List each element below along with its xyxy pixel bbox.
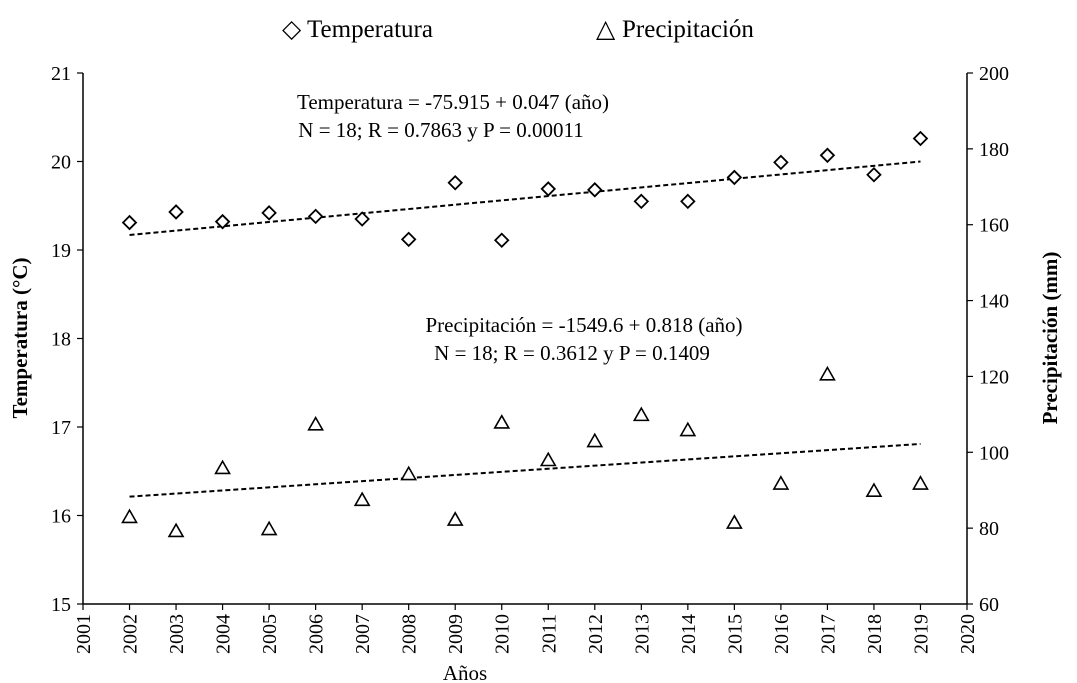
- precipitation-point-2010: [493, 414, 511, 429]
- right-y-tick-label: 160: [979, 215, 1009, 237]
- precipitation-point-2003: [167, 522, 185, 538]
- legend-precipitation-label: Precipitación: [622, 16, 754, 43]
- precipitation-point-2014: [679, 421, 697, 437]
- precipitation-point-2013: [632, 406, 650, 422]
- x-tick-label: 2010: [492, 614, 514, 654]
- left-y-axis-ticks: 15 16 17 18 19 20 21: [51, 63, 83, 616]
- x-tick-label: 2007: [352, 614, 374, 654]
- precipitation-equation: Precipitación = -1549.6 + 0.818 (año): [425, 313, 742, 337]
- right-y-axis-title: Precipitación (mm): [1038, 252, 1062, 425]
- temperature-statistics: N = 18; R = 0.7863 y P = 0.00011: [298, 118, 583, 142]
- right-y-tick-label: 140: [979, 291, 1009, 313]
- left-y-axis-title: Temperatura (°C): [8, 257, 32, 418]
- right-y-axis-ticks: 60 80 100 120 140 160 180 200: [967, 63, 1009, 616]
- temperature-point-2019: [912, 130, 929, 147]
- precipitation-point-2012: [586, 432, 604, 448]
- temperature-point-2002: [121, 214, 138, 231]
- left-y-tick-label: 21: [51, 63, 71, 85]
- x-tick-label: 2018: [864, 614, 886, 654]
- temperature-point-2018: [866, 167, 882, 183]
- temperature-point-2015: [726, 169, 743, 186]
- temperature-point-2014: [680, 193, 696, 210]
- x-tick-label: 2003: [166, 614, 188, 654]
- x-tick-label: 2015: [724, 614, 746, 654]
- x-tick-label: 2006: [306, 614, 328, 654]
- x-tick-label: 2009: [445, 614, 467, 654]
- temperature-point-2012: [587, 182, 603, 198]
- precipitation-point-2016: [772, 475, 790, 490]
- x-tick-label: 2001: [73, 614, 95, 654]
- precipitation-point-2008: [400, 465, 418, 481]
- temperature-point-2006: [307, 208, 324, 225]
- right-y-tick-label: 200: [979, 63, 1009, 85]
- temperature-point-2016: [773, 154, 789, 171]
- left-y-tick-label: 16: [51, 506, 71, 528]
- left-y-tick-label: 18: [51, 329, 71, 351]
- temperature-point-2005: [261, 205, 277, 221]
- legend-precipitation-marker-icon: △: [596, 16, 616, 43]
- left-y-tick-label: 19: [51, 240, 71, 262]
- legend-temperature-label: Temperatura: [307, 16, 433, 43]
- temperature-point-2011: [540, 181, 557, 197]
- right-y-tick-label: 100: [979, 442, 1009, 464]
- x-tick-label: 2013: [631, 614, 653, 654]
- temperature-point-2010: [493, 232, 510, 249]
- temperature-series: [121, 130, 929, 249]
- precipitation-point-2015: [725, 514, 743, 529]
- x-tick-label: 2004: [213, 614, 235, 654]
- x-tick-label: 2012: [585, 614, 607, 654]
- precipitation-statistics: N = 18; R = 0.3612 y P = 0.1409: [434, 341, 710, 365]
- precipitation-trend-line: [129, 442, 921, 498]
- precipitation-point-2017: [819, 365, 836, 381]
- x-tick-label: 2019: [910, 614, 932, 654]
- precipitation-point-2019: [912, 475, 929, 490]
- left-y-tick-label: 15: [51, 594, 71, 616]
- right-y-tick-label: 80: [979, 518, 999, 540]
- right-y-tick-label: 120: [979, 366, 1009, 388]
- x-tick-label: 2011: [538, 614, 560, 653]
- temperature-point-2008: [400, 231, 417, 248]
- x-tick-label: 2016: [771, 614, 793, 654]
- right-y-tick-label: 60: [979, 594, 999, 616]
- temperature-trend-line: [129, 160, 921, 236]
- precipitation-point-2018: [865, 482, 883, 498]
- precipitation-point-2011: [539, 451, 557, 467]
- precipitation-point-2004: [214, 459, 231, 475]
- precipitation-series: [121, 365, 929, 538]
- trend-lines: [129, 160, 921, 498]
- temperature-point-2009: [447, 174, 463, 191]
- left-y-tick-label: 17: [51, 417, 71, 439]
- x-tick-label: 2002: [120, 614, 142, 654]
- legend-temperature-marker-icon: ◇: [282, 16, 302, 43]
- precipitation-point-2007: [353, 491, 371, 507]
- temperature-equation: Temperatura = -75.915 + 0.047 (año): [297, 90, 609, 114]
- precipitation-point-2009: [446, 511, 464, 526]
- x-tick-label: 2017: [817, 614, 839, 654]
- precipitation-point-2002: [121, 508, 138, 524]
- x-axis-title: Años: [443, 661, 487, 683]
- right-y-tick-label: 180: [979, 139, 1009, 161]
- x-tick-label: 2008: [399, 614, 421, 654]
- temperature-point-2017: [819, 147, 836, 164]
- temperature-point-2007: [354, 211, 370, 227]
- temperature-point-2013: [633, 193, 650, 210]
- left-y-tick-label: 20: [51, 152, 71, 174]
- legend: ◇ Temperatura △ Precipitación: [282, 16, 754, 43]
- x-tick-label: 2005: [259, 614, 281, 654]
- x-axis-ticks: 2001 2002 2003 2004 2005 2006 2007 2008 2009 2010…: [73, 604, 979, 654]
- temperature-point-2004: [214, 213, 231, 230]
- precipitation-point-2006: [307, 415, 325, 431]
- temperature-point-2003: [168, 204, 184, 220]
- precipitation-point-2005: [260, 520, 278, 536]
- x-tick-label: 2020: [957, 614, 979, 654]
- x-tick-label: 2014: [678, 614, 700, 654]
